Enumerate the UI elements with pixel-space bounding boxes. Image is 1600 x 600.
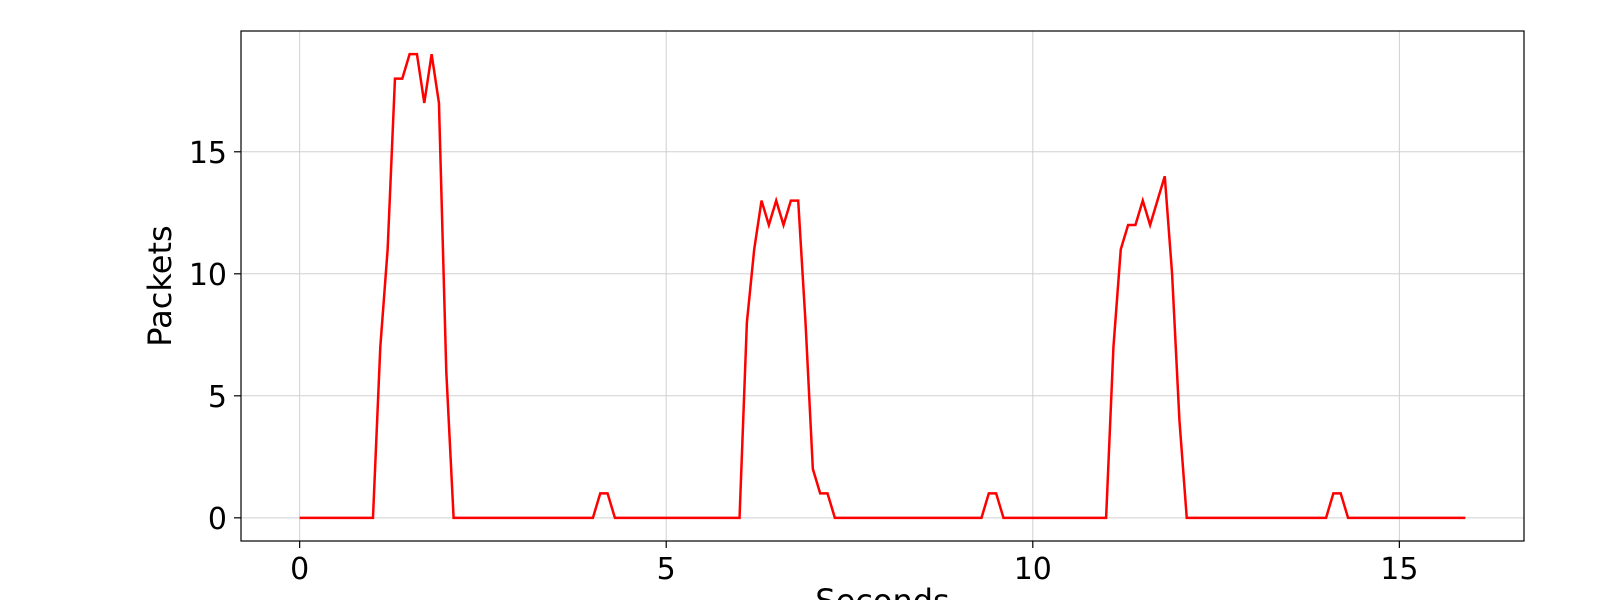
x-tick-label: 15 — [1380, 552, 1418, 587]
grid-lines — [241, 31, 1524, 541]
y-axis-label: Packets — [141, 225, 179, 346]
plot-area-frame — [240, 30, 1525, 542]
x-tick-label: 5 — [657, 552, 676, 587]
x-tick-label: 0 — [290, 552, 309, 587]
axis-ticks: 0 5 10 15 0 5 10 15 — [189, 136, 1419, 587]
y-tick-label: 0 — [208, 502, 227, 537]
x-tick-label: 10 — [1014, 552, 1052, 587]
x-axis-label: Seconds — [815, 582, 949, 600]
series-lines — [299, 52, 1466, 520]
y-tick-label: 10 — [189, 258, 227, 293]
y-tick-label: 5 — [208, 380, 227, 415]
packets-series-line — [299, 52, 1466, 520]
y-tick-label: 15 — [189, 136, 227, 171]
